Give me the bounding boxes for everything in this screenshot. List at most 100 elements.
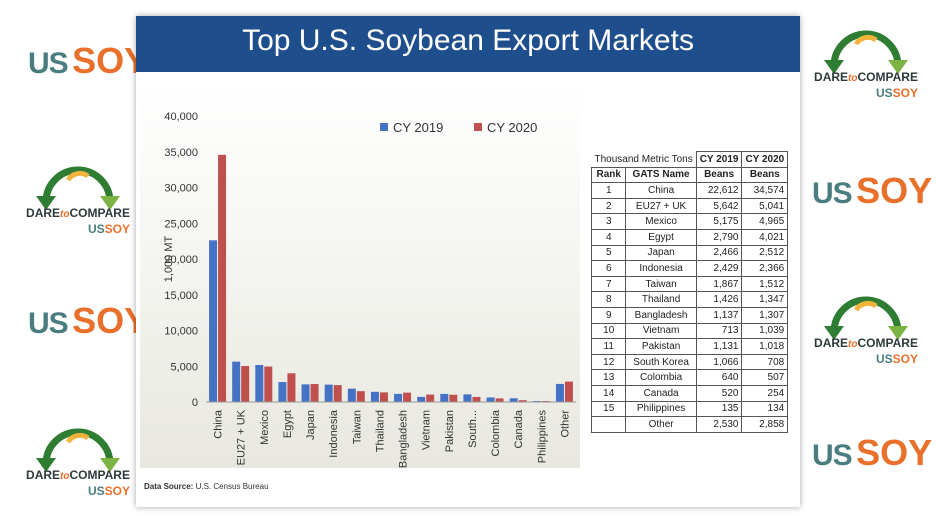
bar-cy2020 — [356, 391, 365, 402]
us-soy-logo: US SOY — [28, 300, 149, 341]
legend-swatch — [474, 123, 482, 131]
name-cell: Philippines — [625, 400, 697, 418]
bar-cy2020 — [379, 392, 388, 402]
name-cell: Pakistan — [625, 338, 697, 355]
x-tick-label: Mexico — [259, 410, 271, 445]
beans-2020-cell: 1,347 — [741, 291, 789, 308]
beans-2020-cell: 134 — [741, 400, 789, 418]
bar-cy2019 — [209, 240, 218, 402]
bar-cy2019 — [486, 397, 495, 402]
beans-2020-cell: 4,021 — [741, 228, 789, 246]
col-header-beans-2020: Beans — [741, 166, 789, 184]
beans-2020-cell: 34,574 — [741, 182, 789, 199]
x-tick-label: Thailand — [374, 410, 386, 452]
table-row: 12 South Korea 1,066 708 — [590, 353, 789, 371]
dare-to-compare-logo: DAREtoCOMPARE USSOY — [18, 150, 138, 242]
bar-cy2019 — [301, 384, 310, 402]
x-tick-label: Japan — [305, 410, 317, 440]
rank-cell: 1 — [590, 182, 627, 199]
x-tick-label: Taiwan — [351, 410, 363, 444]
y-axis-label: 1,000 MT — [163, 235, 175, 282]
table-row: 14 Canada 520 254 — [590, 384, 789, 402]
arrows-icon — [36, 428, 120, 472]
dare-to-compare-logo: DAREtoCOMPARE USSOY — [806, 280, 926, 372]
legend-label: CY 2019 — [393, 120, 443, 135]
table-row: 8 Thailand 1,426 1,347 — [590, 291, 789, 308]
x-tick-label: Egypt — [282, 410, 294, 438]
bar-cy2019 — [324, 384, 333, 402]
us-soy-logo: US SOY — [812, 170, 933, 211]
bar-cy2019 — [440, 393, 449, 402]
rank-cell: 9 — [590, 306, 627, 324]
name-cell: Vietnam — [625, 322, 697, 340]
rank-cell: 11 — [590, 338, 627, 355]
dare-to-compare-logo: DAREtoCOMPARE USSOY — [806, 14, 926, 106]
x-tick-label: South... — [467, 410, 479, 448]
bar-cy2019 — [555, 383, 564, 402]
beans-2019-cell: 1,137 — [695, 306, 743, 324]
name-cell: Canada — [625, 384, 697, 402]
beans-2019-cell: 2,530 — [695, 416, 743, 433]
beans-2020-cell: 4,965 — [741, 213, 789, 230]
y-tick-label: 40,000 — [164, 111, 198, 123]
bar-cy2020 — [310, 384, 319, 402]
rank-cell: 5 — [590, 244, 627, 262]
table-row: 6 Indonesia 2,429 2,366 — [590, 260, 789, 277]
col-year-2019: CY 2019 — [695, 151, 743, 168]
y-tick-label: 20,000 — [164, 254, 198, 266]
slide-title: Top U.S. Soybean Export Markets — [242, 24, 694, 57]
beans-2019-cell: 520 — [695, 384, 743, 402]
table-row: 1 China 22,612 34,574 — [590, 182, 789, 199]
beans-2019-cell: 2,790 — [695, 228, 743, 246]
beans-2020-cell: 254 — [741, 384, 789, 402]
bar-cy2020 — [564, 381, 573, 402]
title-banner: Top U.S. Soybean Export Markets — [136, 16, 800, 72]
beans-2019-cell: 1,131 — [695, 338, 743, 355]
beans-2020-cell: 1,512 — [741, 275, 789, 293]
beans-2020-cell: 2,512 — [741, 244, 789, 262]
beans-2020-cell: 708 — [741, 353, 789, 371]
beans-2019-cell: 713 — [695, 322, 743, 340]
beans-2020-cell: 2,858 — [741, 416, 789, 433]
slide: Top U.S. Soybean Export Markets 0 5,000 10… — [136, 16, 800, 507]
beans-2020-cell: 1,039 — [741, 322, 789, 340]
x-tick-label: Bangladesh — [398, 410, 410, 468]
name-cell: Colombia — [625, 369, 697, 386]
x-tick-label: Philippines — [536, 410, 548, 464]
table-row: Other 2,530 2,858 — [590, 416, 789, 433]
table-row: 4 Egypt 2,790 4,021 — [590, 228, 789, 246]
bar-cy2020 — [495, 398, 504, 402]
bar-cy2020 — [333, 385, 342, 402]
y-tick-label: 35,000 — [164, 147, 198, 159]
rank-cell: 8 — [590, 291, 627, 308]
table-row: 7 Taiwan 1,867 1,512 — [590, 275, 789, 293]
name-cell: Egypt — [625, 228, 697, 246]
table-caption: Thousand Metric Tons — [591, 151, 697, 168]
rank-cell: 3 — [590, 213, 627, 230]
x-tick-label: Indonesia — [328, 409, 340, 458]
rank-cell: 7 — [590, 275, 627, 293]
name-cell: Bangladesh — [625, 306, 697, 324]
bar-cy2019 — [509, 398, 518, 402]
export-table: Thousand Metric Tons CY 2019 CY 2020 Ran… — [590, 151, 789, 433]
table-row: 9 Bangladesh 1,137 1,307 — [590, 306, 789, 324]
beans-2019-cell: 2,466 — [695, 244, 743, 262]
x-tick-label: Canada — [513, 409, 525, 448]
beans-2019-cell: 22,612 — [695, 182, 743, 199]
dare-to-compare-logo: DAREtoCOMPARE USSOY — [18, 412, 138, 504]
legend-label: CY 2020 — [487, 120, 537, 135]
us-soy-logo: US SOY — [812, 432, 933, 473]
table-row: 10 Vietnam 713 1,039 — [590, 322, 789, 340]
bar-cy2019 — [463, 394, 472, 402]
beans-2019-cell: 640 — [695, 369, 743, 386]
bar-cy2020 — [518, 400, 527, 402]
arrows-icon — [36, 166, 120, 210]
y-tick-label: 25,000 — [164, 218, 198, 230]
beans-2019-cell: 1,867 — [695, 275, 743, 293]
y-tick-label: 10,000 — [164, 326, 198, 338]
rank-cell: 12 — [590, 353, 627, 371]
beans-2019-cell: 135 — [695, 400, 743, 418]
bar-cy2020 — [426, 394, 435, 402]
bar-cy2020 — [403, 392, 412, 402]
beans-2020-cell: 5,041 — [741, 197, 789, 215]
